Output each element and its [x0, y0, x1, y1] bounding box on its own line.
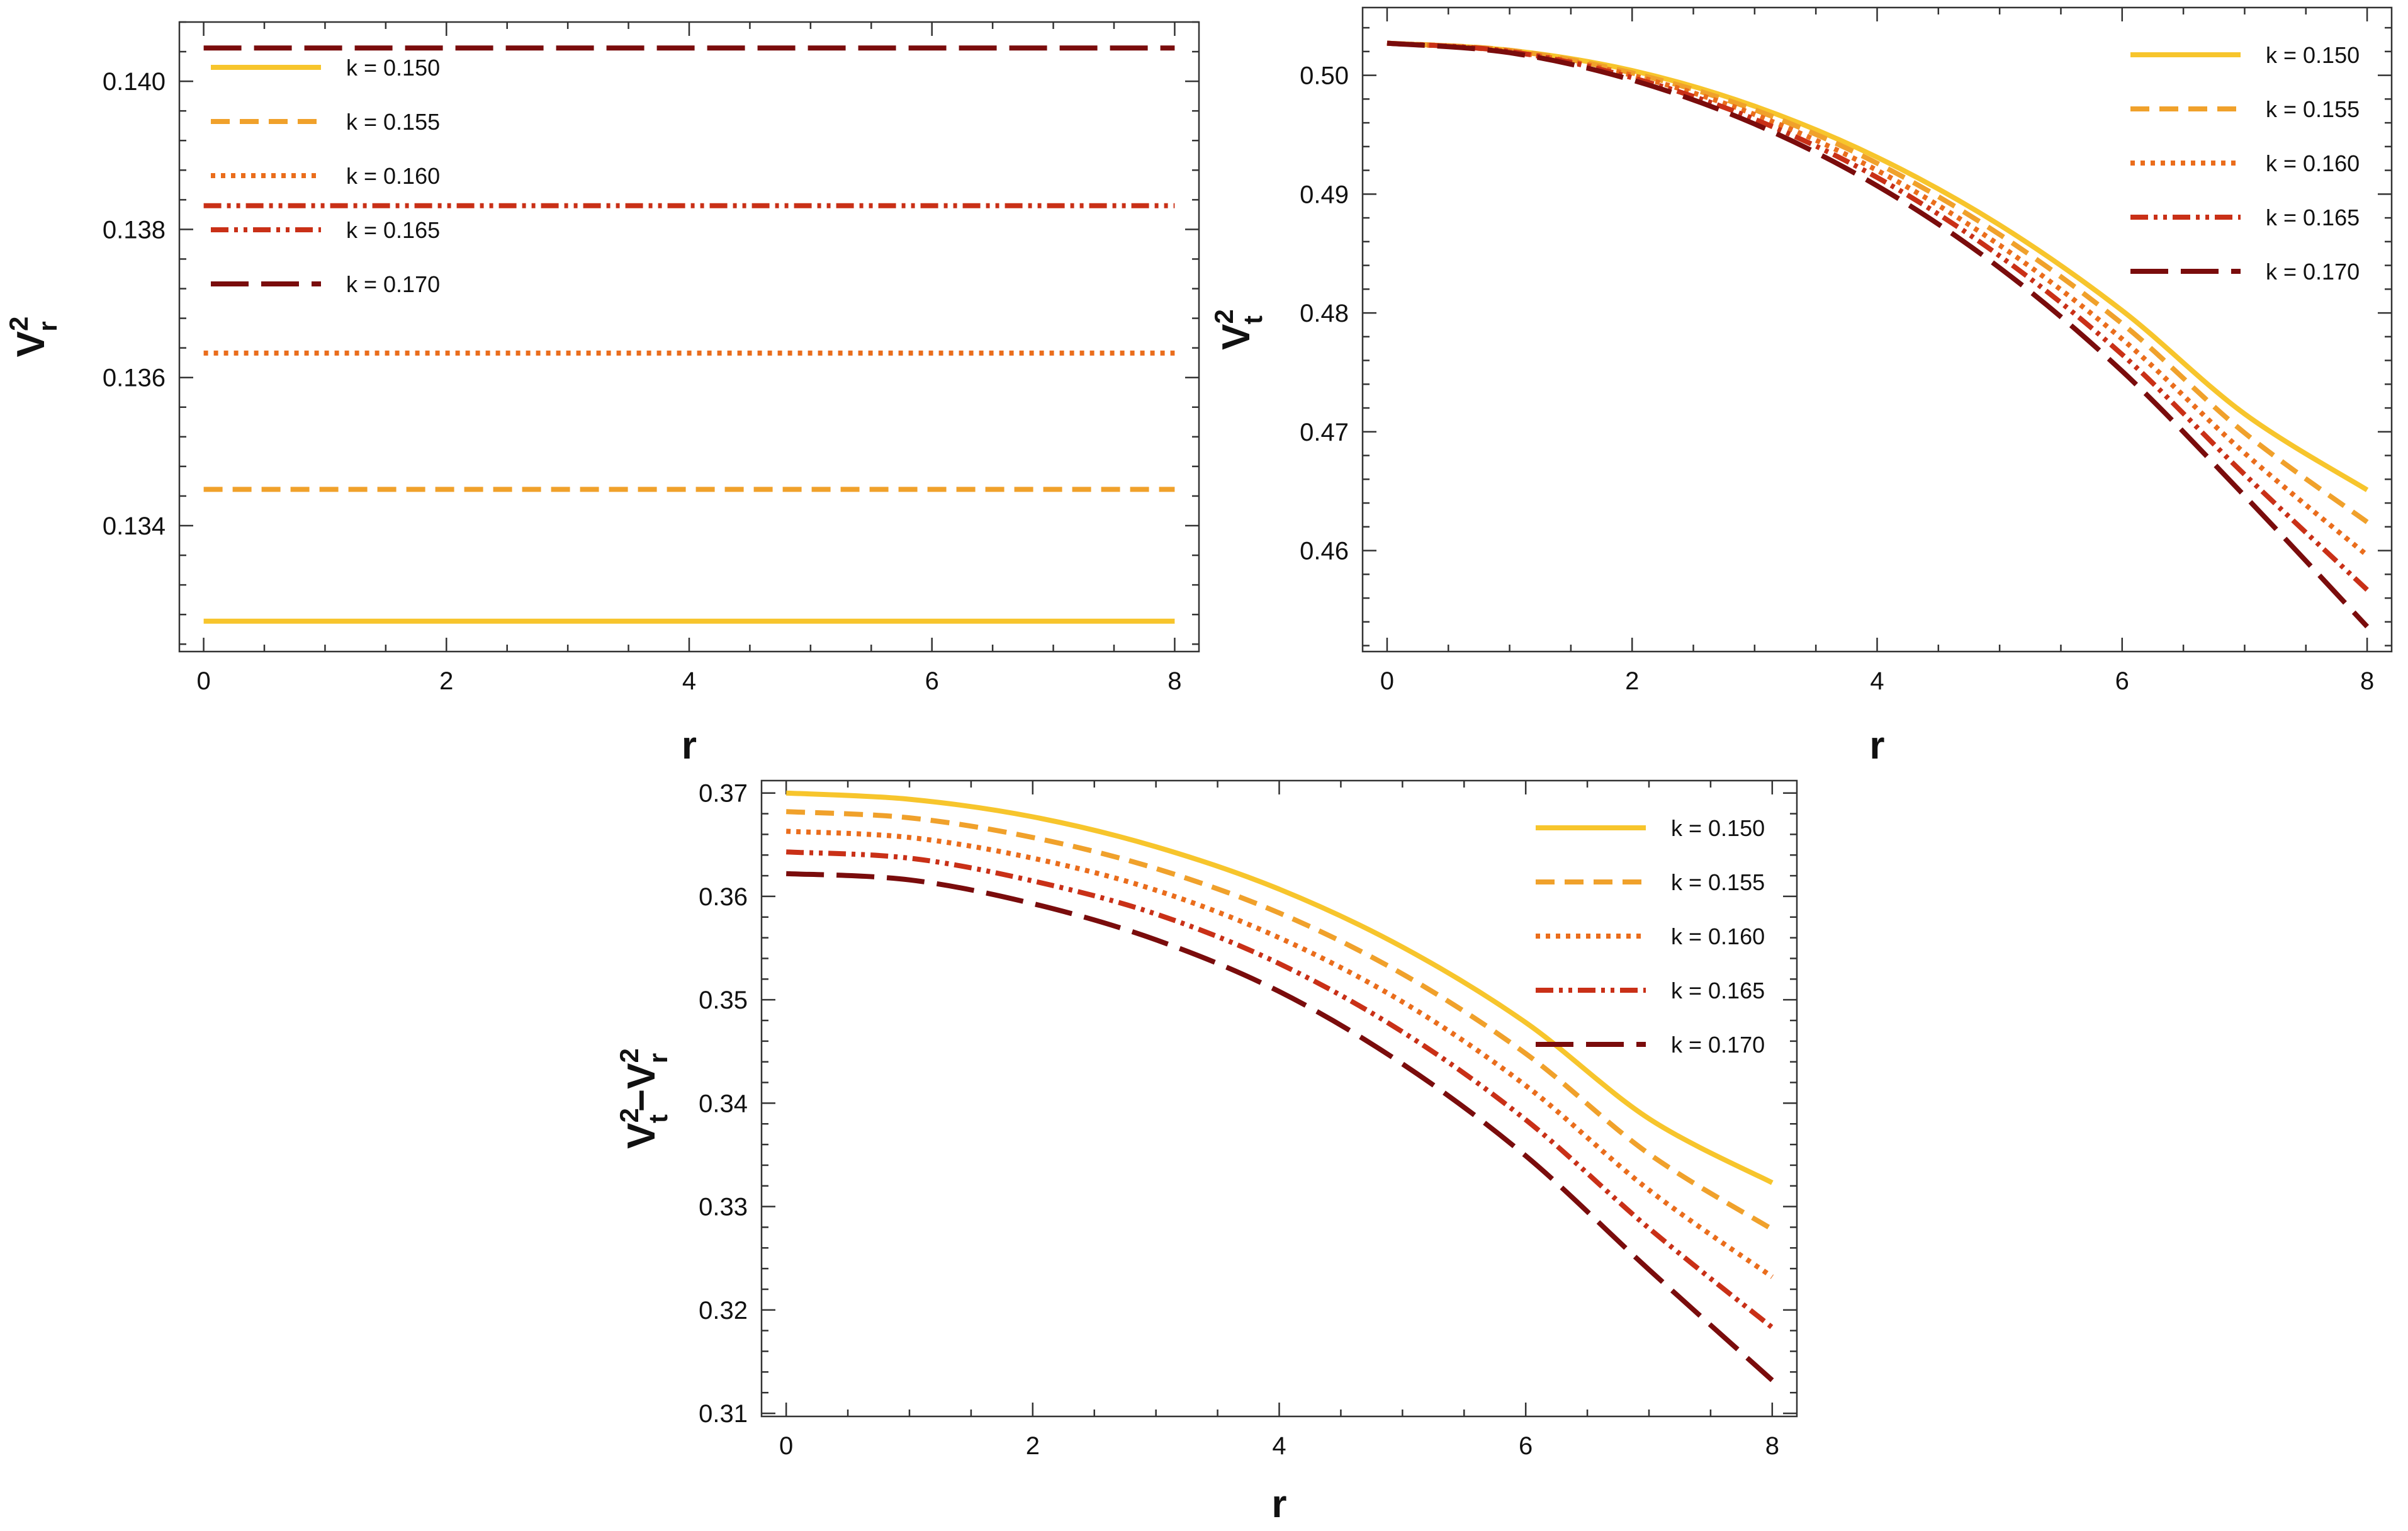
y-tick-label: 0.47: [1300, 419, 1349, 446]
legend-label: k = 0.170: [346, 271, 440, 297]
x-axis-label: r: [1869, 724, 1884, 767]
series-line-3: [786, 828, 1774, 1279]
y-tick-label: 0.136: [103, 364, 166, 392]
legend: k = 0.150 k = 0.155 k = 0.160 k = 0.165 k = …: [211, 55, 440, 297]
y-tick-label: 0.36: [699, 883, 748, 911]
series-line-5: [786, 871, 1774, 1382]
legend-label: k = 0.165: [2266, 205, 2360, 230]
y-tick-label: 0.134: [103, 512, 166, 540]
y-tick-label: 0.33: [699, 1194, 748, 1221]
x-tick-label: 6: [925, 667, 939, 695]
y-tick-label: 0.48: [1300, 300, 1349, 327]
legend-label: k = 0.150: [2266, 42, 2360, 68]
x-tick-label: 4: [682, 667, 696, 695]
legend-label: k = 0.150: [1671, 815, 1765, 841]
x-tick-label: 0: [1380, 667, 1394, 695]
x-tick-label: 2: [1026, 1432, 1040, 1460]
legend-label: k = 0.155: [2266, 96, 2360, 122]
y-tick-label: 0.49: [1300, 181, 1349, 208]
series-line-4: [785, 849, 1774, 1330]
legend-label: k = 0.155: [1671, 869, 1765, 895]
x-tick-label: 4: [1870, 667, 1884, 695]
series-line-2: [786, 809, 1774, 1232]
chart-panel-3: 0 2 4 6 8 0.31 0.32 0.33 0.34 0.35 0.36 0.37 r V2t−V2…: [614, 779, 1798, 1526]
y-tick-label: 0.31: [699, 1400, 748, 1428]
y-axis-label: V2t−V2r: [614, 1048, 673, 1149]
x-axis-label: r: [682, 724, 697, 767]
x-axis-label: r: [1271, 1483, 1286, 1526]
series-line-5: [1387, 40, 2370, 629]
y-tick-label: 0.138: [103, 216, 166, 244]
legend: k = 0.150 k = 0.155 k = 0.160 k = 0.165 k = …: [1536, 815, 1765, 1058]
x-tick-label: 8: [1765, 1432, 1779, 1460]
x-tick-label: 0: [196, 667, 210, 695]
y-tick-label: 0.37: [699, 780, 748, 808]
legend-label: k = 0.165: [1671, 978, 1765, 1003]
y-axis-label: V2r: [4, 317, 62, 358]
legend-label: k = 0.165: [346, 217, 440, 243]
x-tick-label: 2: [439, 667, 453, 695]
series-line-3: [1387, 40, 2369, 558]
y-tick-label: 0.50: [1300, 62, 1349, 90]
plot-frame: [178, 21, 1200, 653]
y-tick-label: 0.35: [699, 986, 748, 1014]
series-line-1: [786, 790, 1774, 1185]
y-axis-label: V2t: [1209, 309, 1268, 350]
legend-label: k = 0.150: [346, 55, 440, 81]
x-tick-label: 4: [1272, 1432, 1286, 1460]
plot-frame: [760, 779, 1798, 1418]
series-line-4: [1387, 40, 2369, 592]
x-tick-label: 6: [1519, 1432, 1533, 1460]
x-tick-label: 8: [1167, 667, 1181, 695]
legend-label: k = 0.170: [2266, 259, 2360, 285]
legend-label: k = 0.160: [2266, 150, 2360, 176]
x-tick-label: 2: [1625, 667, 1639, 695]
legend-label: k = 0.160: [1671, 924, 1765, 949]
y-tick-label: 0.140: [103, 68, 166, 96]
x-tick-label: 8: [2360, 667, 2374, 695]
x-tick-label: 0: [779, 1432, 793, 1460]
legend-label: k = 0.170: [1671, 1032, 1765, 1058]
plot-frame: [1361, 6, 2393, 653]
legend-label: k = 0.160: [346, 163, 440, 189]
y-tick-label: 0.34: [699, 1090, 748, 1117]
legend: k = 0.150 k = 0.155 k = 0.160 k = 0.165 k = …: [2130, 42, 2360, 285]
x-tick-label: 6: [2115, 667, 2129, 695]
y-tick-label: 0.46: [1300, 538, 1349, 565]
y-tick-label: 0.32: [699, 1297, 748, 1325]
legend-label: k = 0.155: [346, 109, 440, 135]
